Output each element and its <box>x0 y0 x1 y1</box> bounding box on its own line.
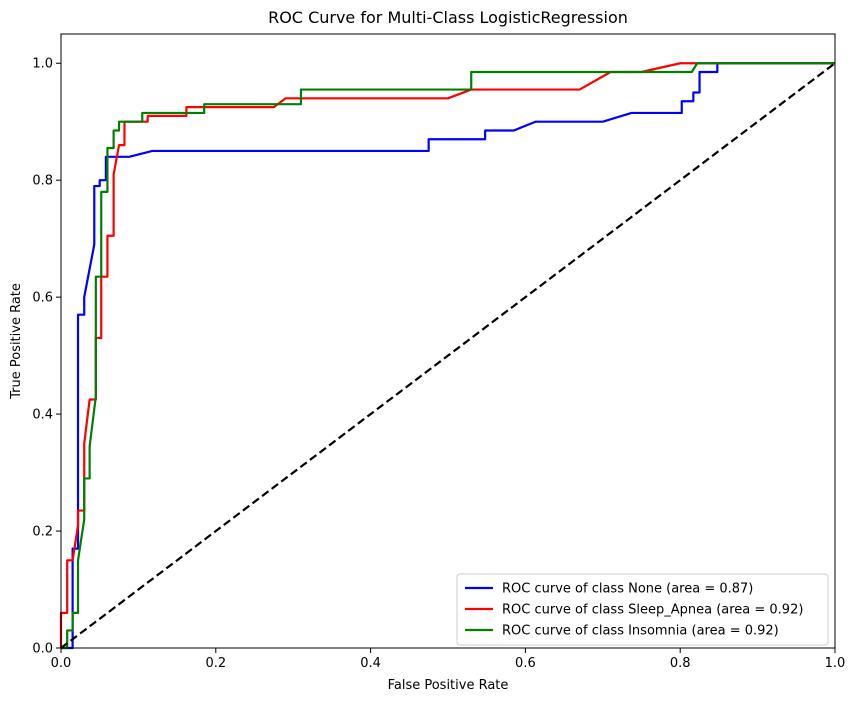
y-tick-label: 0.2 <box>32 525 53 540</box>
diagonal-reference-line <box>60 62 836 649</box>
y-tick-label: 0.0 <box>32 642 53 657</box>
legend: ROC curve of class None (area = 0.87) ROC… <box>456 573 829 646</box>
x-tick-label: 0.8 <box>670 656 691 671</box>
chart-title: ROC Curve for Multi-Class LogisticRegres… <box>268 8 628 27</box>
y-axis-label: True Positive Rate <box>9 283 24 400</box>
x-tick-label: 1.0 <box>825 656 846 671</box>
series-line-0 <box>61 62 835 650</box>
plot-frame <box>60 33 836 649</box>
y-tick-label: 0.4 <box>32 408 53 423</box>
x-tick-label: 0.6 <box>515 656 536 671</box>
y-tick-label: 0.6 <box>32 291 53 306</box>
legend-label: ROC curve of class None (area = 0.87) <box>502 582 753 597</box>
x-tick-label: 0.2 <box>205 656 226 671</box>
x-tick-label: 0.4 <box>360 656 381 671</box>
y-tick-label: 0.8 <box>32 174 53 189</box>
series-line-1 <box>59 62 835 648</box>
series-line-2 <box>61 62 835 650</box>
x-axis-label: False Positive Rate <box>388 678 509 693</box>
y-tick-label: 1.0 <box>32 57 53 72</box>
legend-label: ROC curve of class Insomnia (area = 0.92… <box>502 624 779 639</box>
x-tick-label: 0.0 <box>51 656 72 671</box>
legend-box <box>456 573 829 646</box>
legend-label: ROC curve of class Sleep_Apnea (area = 0… <box>502 603 803 618</box>
